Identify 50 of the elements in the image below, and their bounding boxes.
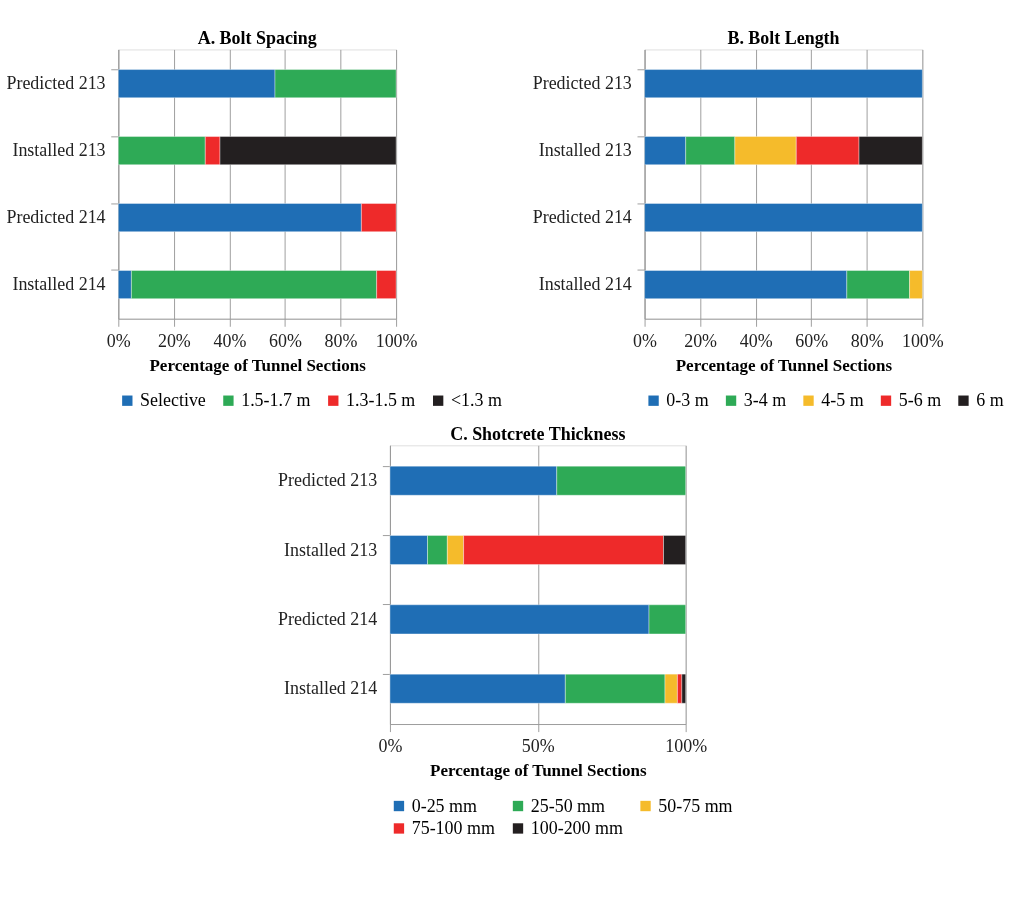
y-tick-label: Installed 213 [538, 140, 632, 161]
bar [681, 673, 686, 704]
bar [644, 69, 923, 98]
legend-label: 50-75 mm [658, 795, 733, 816]
x-tick-label: 60% [795, 330, 829, 351]
legend-label: 1.5-1.7 m [241, 390, 311, 411]
x-tick-label: 0% [633, 330, 658, 351]
legend-label: 5-6 m [898, 390, 942, 411]
y-tick-label: Installed 214 [284, 678, 378, 699]
legend-label: 100-200 mm [530, 818, 623, 839]
y-tick-label: Predicted 213 [6, 73, 106, 94]
x-tick-label: 80% [850, 330, 884, 351]
legend-label: 4-5 m [821, 390, 864, 411]
legend-label: <1.3 m [450, 390, 502, 411]
legend-label: 25-50 mm [530, 795, 606, 816]
x-tick-label: 40% [739, 330, 773, 351]
x-axis-title: Percentage of Tunnel Sections [149, 356, 367, 376]
x-tick-label: 0% [378, 735, 403, 756]
y-tick-label: Predicted 214 [6, 207, 106, 228]
x-tick-label: 100% [665, 735, 708, 756]
y-tick-label: Predicted 214 [278, 609, 378, 630]
y-tick-label: Predicted 213 [278, 470, 378, 491]
legend-label: 3-4 m [743, 390, 787, 411]
x-tick-label: 40% [213, 330, 247, 351]
y-tick-label: Predicted 213 [532, 73, 632, 94]
x-tick-label: 80% [324, 330, 358, 351]
x-tick-label: 100% [375, 330, 418, 351]
x-tick-label: 50% [521, 735, 555, 756]
x-axis-title: Percentage of Tunnel Sections [430, 761, 647, 781]
x-axis-title: Percentage of Tunnel Sections [675, 356, 893, 376]
x-tick-label: 60% [269, 330, 302, 351]
bar [644, 203, 923, 232]
legend-label: 0-25 mm [411, 795, 478, 816]
legend-label: 1.3-1.5 m [346, 390, 416, 411]
legend-label: 0-3 m [666, 390, 709, 411]
y-tick-label: Installed 214 [538, 274, 632, 295]
y-tick-label: Installed 213 [12, 140, 106, 161]
legend-label: 75-100 mm [411, 818, 495, 839]
chart-title: C. Shotcrete Thickness [450, 423, 626, 444]
chart-title: B. Bolt Length [727, 27, 840, 48]
legend-label: 6 m [976, 390, 1004, 411]
y-tick-label: Predicted 214 [532, 207, 632, 228]
chart-title: A. Bolt Spacing [197, 27, 317, 48]
x-tick-label: 20% [157, 330, 191, 351]
x-tick-label: 0% [106, 330, 131, 351]
y-tick-label: Installed 214 [12, 274, 106, 295]
x-tick-label: 20% [684, 330, 718, 351]
y-tick-label: Installed 213 [284, 539, 378, 560]
legend-label: Selective [140, 390, 206, 411]
x-tick-label: 100% [901, 330, 944, 351]
